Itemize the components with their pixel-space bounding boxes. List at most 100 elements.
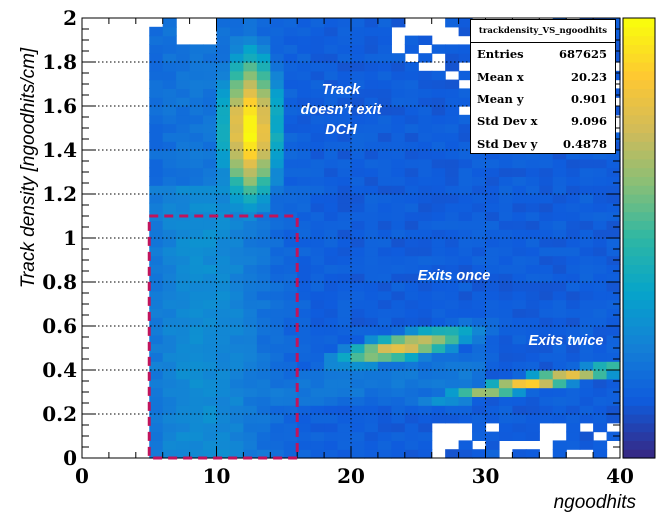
heatmap-cell [552, 246, 567, 257]
heatmap-cell [324, 220, 339, 230]
heatmap-cell [552, 378, 567, 389]
heatmap-cell [270, 414, 285, 424]
heatmap-cell [283, 396, 298, 406]
heatmap-cell [418, 431, 433, 441]
heatmap-cell [189, 88, 204, 98]
heatmap-cell [539, 185, 554, 195]
heatmap-cell [297, 70, 312, 81]
heatmap-cell [310, 88, 325, 98]
heatmap-cell [229, 211, 244, 221]
heatmap-cell [351, 378, 366, 389]
heatmap-cell [593, 378, 608, 389]
heatmap-cell [566, 211, 581, 221]
heatmap-cell [485, 299, 500, 309]
heatmap-cell [270, 387, 285, 397]
heatmap-cell [606, 290, 621, 301]
heatmap-cell [498, 414, 513, 424]
heatmap-cell [431, 123, 446, 133]
heatmap-cell [203, 246, 218, 257]
heatmap-cell [310, 185, 325, 195]
heatmap-cell [229, 106, 244, 116]
heatmap-cell [539, 370, 554, 380]
heatmap-cell [579, 405, 594, 415]
heatmap-cell [324, 405, 339, 415]
heatmap-cell [176, 220, 191, 230]
heatmap-cell [458, 176, 473, 186]
heatmap-cell [566, 317, 581, 327]
heatmap-cell [431, 176, 446, 186]
heatmap-cell [593, 211, 608, 221]
heatmap-cell [337, 334, 352, 345]
heatmap-cell [364, 97, 379, 107]
heatmap-cell [593, 343, 608, 353]
heatmap-cell [404, 396, 419, 406]
heatmap-cell [377, 123, 392, 133]
heatmap-cell [418, 282, 433, 292]
heatmap-cell [377, 273, 392, 283]
heatmap-cell [593, 317, 608, 327]
heatmap-cell [310, 44, 325, 54]
heatmap-cell [324, 44, 339, 54]
heatmap-cell [189, 282, 204, 292]
heatmap-cell [297, 422, 312, 433]
heatmap-cell [566, 255, 581, 265]
heatmap-cell [283, 123, 298, 133]
heatmap-cell [283, 150, 298, 160]
heatmap-cell [458, 97, 473, 107]
heatmap-cell [149, 176, 164, 186]
y-tick-label: 1.8 [42, 50, 77, 74]
heatmap-cell [229, 220, 244, 230]
heatmap-cell [364, 370, 379, 380]
heatmap-cell [256, 141, 271, 151]
heatmap-cell [149, 97, 164, 107]
heatmap-cell [351, 308, 366, 318]
heatmap-cell [391, 202, 406, 213]
heatmap-cell [283, 431, 298, 441]
heatmap-cell [324, 26, 339, 37]
heatmap-cell [310, 176, 325, 186]
heatmap-cell [472, 405, 487, 415]
heatmap-cell [216, 35, 231, 45]
heatmap-cell [351, 35, 366, 45]
heatmap-cell [243, 238, 258, 248]
heatmap-cell [256, 370, 271, 380]
heatmap-cell [229, 70, 244, 81]
y-tick-label: 1.6 [42, 94, 77, 118]
heatmap-cell [445, 449, 460, 459]
heatmap-cell [310, 211, 325, 221]
heatmap-cell [243, 211, 258, 221]
heatmap-cell [256, 449, 271, 459]
heatmap-cell [593, 150, 608, 160]
heatmap-cell [216, 431, 231, 441]
heatmap-cell [203, 123, 218, 133]
heatmap-cell [337, 229, 352, 239]
heatmap-cell [404, 35, 419, 45]
heatmap-cell [310, 422, 325, 433]
heatmap-cell [606, 378, 621, 389]
heatmap-cell [512, 422, 527, 433]
heatmap-cell [498, 352, 513, 362]
palette-cell [623, 387, 655, 397]
heatmap-cell [512, 361, 527, 371]
heatmap-cell [431, 220, 446, 230]
heatmap-cell [391, 53, 406, 63]
heatmap-cell [256, 308, 271, 318]
heatmap-cell [512, 185, 527, 195]
heatmap-cell [431, 194, 446, 204]
palette-cell [623, 62, 655, 72]
heatmap-cell [566, 326, 581, 336]
heatmap-cell [485, 449, 500, 459]
heatmap-cell [256, 422, 271, 433]
heatmap-cell [176, 255, 191, 265]
heatmap-cell [351, 88, 366, 98]
heatmap-cell [431, 202, 446, 213]
heatmap-cell [283, 185, 298, 195]
palette-cell [623, 317, 655, 327]
x-tick-label: 30 [472, 464, 500, 488]
heatmap-cell [176, 317, 191, 327]
heatmap-cell [566, 150, 581, 160]
heatmap-cell [283, 440, 298, 450]
heatmap-cell [418, 141, 433, 151]
heatmap-cell [243, 167, 258, 177]
heatmap-cell [404, 44, 419, 54]
